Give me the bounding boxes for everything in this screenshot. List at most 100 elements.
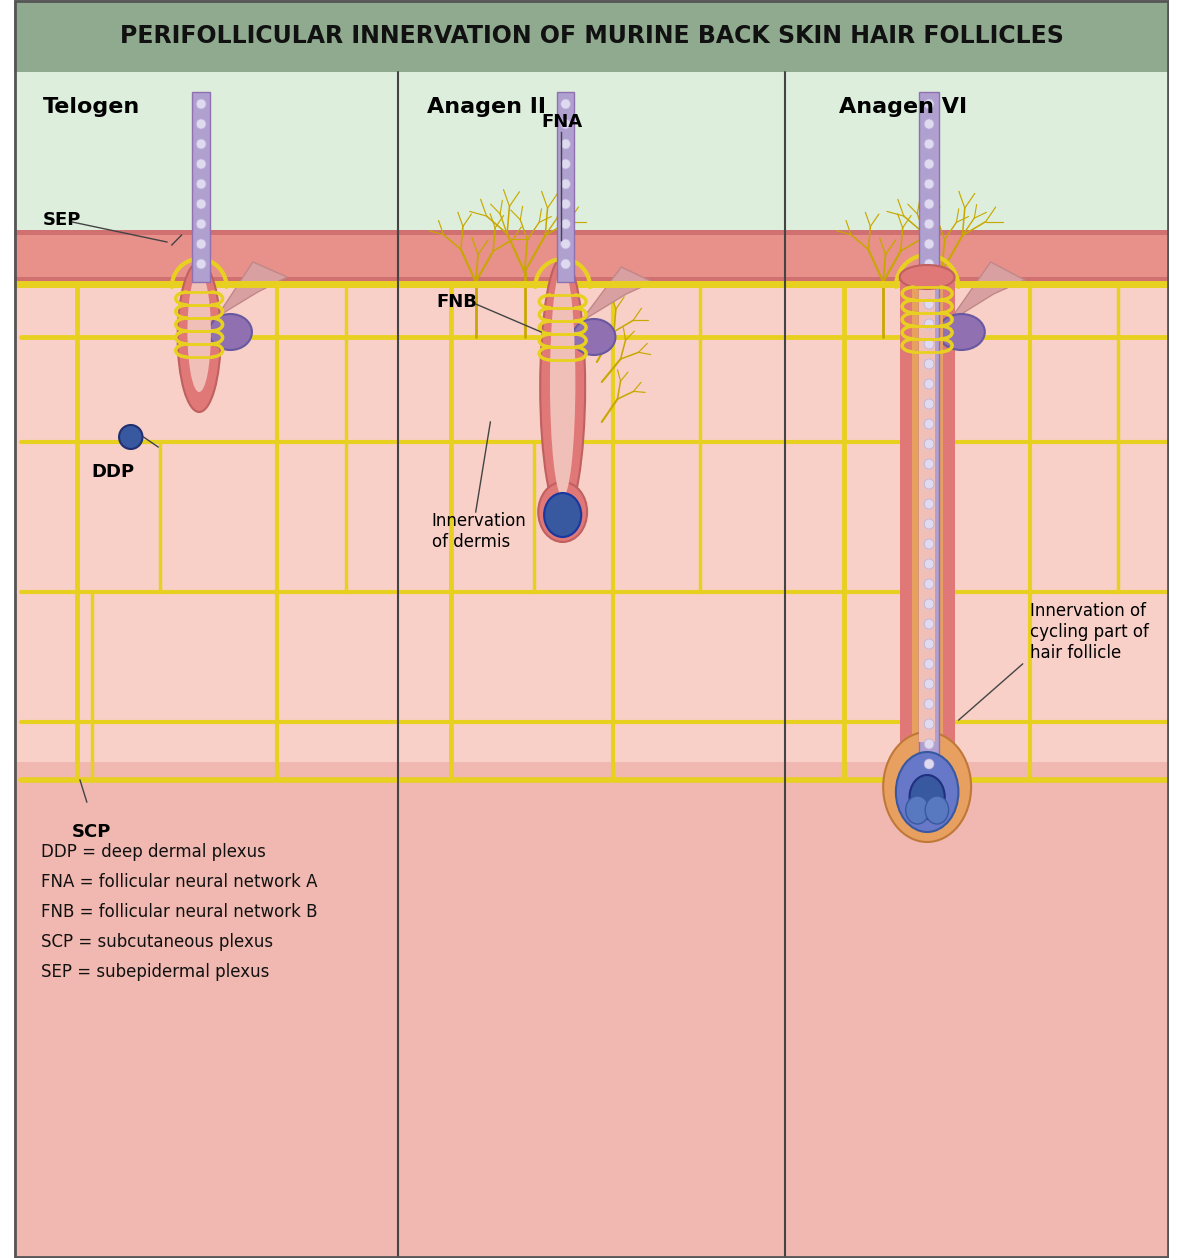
Circle shape (196, 239, 206, 249)
Circle shape (924, 159, 935, 169)
Ellipse shape (925, 796, 949, 824)
Bar (13, 230, 1170, 235)
Circle shape (924, 559, 935, 569)
Ellipse shape (910, 775, 945, 819)
Ellipse shape (177, 262, 221, 413)
Bar (13, 762, 1170, 1258)
Text: PERIFOLLICULAR INNERVATION OF MURINE BACK SKIN HAIR FOLLICLES: PERIFOLLICULAR INNERVATION OF MURINE BAC… (119, 24, 1064, 48)
Circle shape (196, 159, 206, 169)
Circle shape (924, 639, 935, 649)
Circle shape (924, 679, 935, 689)
Circle shape (924, 579, 935, 589)
Circle shape (561, 138, 570, 148)
Circle shape (924, 359, 935, 369)
Ellipse shape (544, 493, 581, 537)
Ellipse shape (896, 752, 958, 832)
Text: FNA: FNA (541, 113, 582, 131)
Circle shape (561, 239, 570, 249)
Circle shape (196, 199, 206, 209)
Circle shape (924, 520, 935, 530)
Text: FNA = follicular neural network A: FNA = follicular neural network A (41, 873, 317, 891)
Bar (912, 277, 943, 762)
Circle shape (924, 279, 935, 289)
Ellipse shape (884, 732, 971, 842)
Polygon shape (581, 267, 653, 322)
Text: SEP = subepidermal plexus: SEP = subepidermal plexus (41, 964, 270, 981)
Circle shape (196, 179, 206, 189)
Circle shape (119, 425, 142, 449)
Circle shape (924, 379, 935, 389)
Circle shape (924, 459, 935, 469)
Circle shape (924, 779, 935, 789)
Text: SCP: SCP (72, 823, 111, 842)
Polygon shape (216, 262, 287, 317)
Circle shape (924, 738, 935, 749)
Circle shape (196, 219, 206, 229)
Circle shape (561, 219, 570, 229)
Circle shape (924, 538, 935, 548)
Ellipse shape (906, 796, 929, 824)
Text: SEP: SEP (43, 211, 82, 229)
Ellipse shape (538, 482, 587, 542)
Circle shape (561, 179, 570, 189)
Circle shape (924, 399, 935, 409)
Text: Innervation
of dermis: Innervation of dermis (432, 512, 526, 551)
Circle shape (924, 720, 935, 728)
Bar (900, 277, 912, 762)
Circle shape (924, 99, 935, 109)
Circle shape (561, 259, 570, 269)
Circle shape (196, 259, 206, 269)
Circle shape (924, 259, 935, 269)
Polygon shape (919, 92, 939, 821)
Ellipse shape (209, 314, 252, 350)
Bar (13, 282, 1170, 762)
Bar (943, 277, 955, 762)
Circle shape (196, 120, 206, 130)
Circle shape (924, 199, 935, 209)
Text: Anagen VI: Anagen VI (839, 97, 968, 117)
Bar (919, 277, 935, 742)
Circle shape (924, 699, 935, 710)
Polygon shape (949, 262, 1024, 322)
Circle shape (924, 320, 935, 330)
Circle shape (924, 219, 935, 229)
Circle shape (561, 199, 570, 209)
Bar (13, 277, 1170, 282)
Circle shape (924, 179, 935, 189)
Circle shape (924, 799, 935, 809)
Circle shape (924, 419, 935, 429)
Circle shape (924, 619, 935, 629)
Text: Innervation of
cycling part of
hair follicle: Innervation of cycling part of hair foll… (1029, 603, 1149, 662)
Ellipse shape (541, 257, 586, 517)
Circle shape (561, 159, 570, 169)
Circle shape (924, 759, 935, 769)
Circle shape (561, 99, 570, 109)
Text: FNB = follicular neural network B: FNB = follicular neural network B (41, 903, 317, 921)
Text: SCP = subcutaneous plexus: SCP = subcutaneous plexus (41, 933, 273, 951)
Bar (13, 230, 1170, 282)
Circle shape (924, 138, 935, 148)
Circle shape (924, 239, 935, 249)
Circle shape (924, 439, 935, 449)
Circle shape (196, 99, 206, 109)
Text: DDP: DDP (92, 463, 135, 481)
Text: Anagen II: Anagen II (427, 97, 545, 117)
Ellipse shape (573, 320, 615, 355)
Circle shape (561, 120, 570, 130)
Circle shape (924, 599, 935, 609)
Bar (13, 72, 1170, 230)
Circle shape (924, 659, 935, 669)
Circle shape (196, 138, 206, 148)
Polygon shape (557, 92, 575, 282)
Circle shape (924, 479, 935, 489)
Bar (13, 0, 1170, 72)
Circle shape (924, 299, 935, 309)
Text: FNB: FNB (437, 293, 478, 311)
Ellipse shape (550, 267, 575, 497)
Polygon shape (193, 92, 209, 282)
Text: Telogen: Telogen (43, 97, 140, 117)
Circle shape (924, 120, 935, 130)
Circle shape (924, 499, 935, 509)
Ellipse shape (900, 265, 955, 289)
Ellipse shape (938, 314, 984, 350)
